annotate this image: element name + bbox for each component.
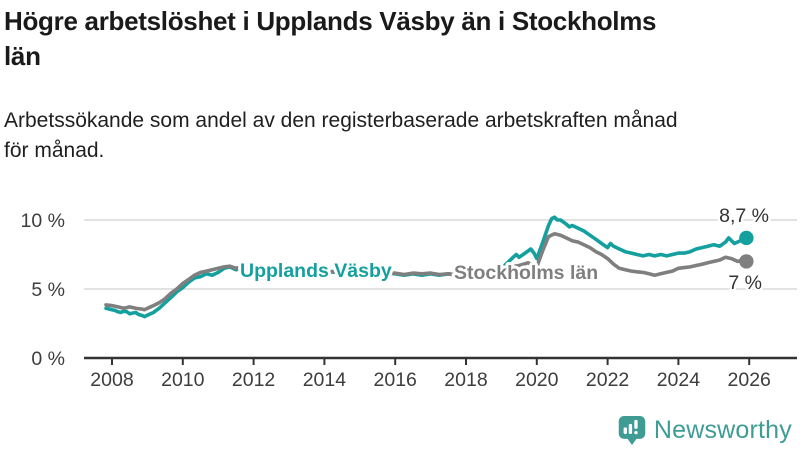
series-labels: Upplands Väsby Stockholms län [237, 257, 601, 287]
end-value-label-upplands-vasby: 8,7 % [719, 205, 769, 227]
x-tick-label-2008: 2008 [90, 369, 133, 391]
title-line-2: län [4, 41, 41, 71]
x-tick-label-2014: 2014 [303, 369, 347, 391]
x-tick-label-2026: 2026 [728, 369, 771, 391]
end-dot-upplands-vasby [739, 230, 754, 246]
gridlines [84, 219, 797, 290]
title-line-1: Högre arbetslöshet i Upplands Väsby än i… [4, 6, 657, 36]
x-tick-label-2010: 2010 [161, 369, 205, 391]
series-label-stockholms-lan: Stockholms län [454, 262, 598, 284]
x-tick-label-2012: 2012 [232, 369, 275, 391]
series-label-upplands-vasby: Upplands Väsby [240, 260, 392, 282]
x-tick-label-2016: 2016 [374, 369, 417, 391]
series-line-stockholms-lan [104, 232, 749, 312]
y-tick-label-5: 5 % [31, 279, 65, 301]
x-tick-label-2018: 2018 [444, 369, 487, 391]
x-tick-label-2020: 2020 [515, 369, 559, 391]
series-lines [104, 215, 749, 319]
chart-subtitle: Arbetssökande som andel av den registerb… [4, 106, 796, 166]
x-axis-tick-labels: 2008 2010 2012 2014 2016 2018 2020 2022 2024 2026 [90, 369, 771, 391]
end-dot-stockholms-lan [739, 254, 754, 269]
bar-chart-speech-bubble-icon [618, 415, 646, 446]
y-tick-label-0: 0 % [31, 348, 65, 370]
series-end-value-labels: 8,7 % 7 % [717, 203, 772, 297]
series-line-upplands-vasby [104, 215, 749, 319]
line-chart: 0 %5 %10 % 2008 2010 2012 2014 2016 2018 2020 2… [21, 203, 797, 391]
x-tick-label-2024: 2024 [657, 369, 701, 391]
y-axis-tick-labels: 0 % 5 % 10 % [21, 210, 65, 370]
newsworthy-wordmark: Newsworthy [653, 416, 792, 444]
subtitle-line-1: Arbetssökande som andel av den registerb… [4, 109, 678, 132]
x-axis [84, 356, 797, 365]
page-title: Högre arbetslöshet i Upplands Väsby än i… [4, 4, 796, 74]
end-value-label-stockholms-lan: 7 % [728, 272, 762, 294]
y-tick-label-10: 10 % [21, 210, 65, 232]
x-tick-label-2022: 2022 [586, 369, 629, 391]
newsworthy-branding: Newsworthy [617, 414, 792, 447]
subtitle-line-2: för månad. [4, 139, 105, 162]
series-end-dots [739, 230, 754, 269]
